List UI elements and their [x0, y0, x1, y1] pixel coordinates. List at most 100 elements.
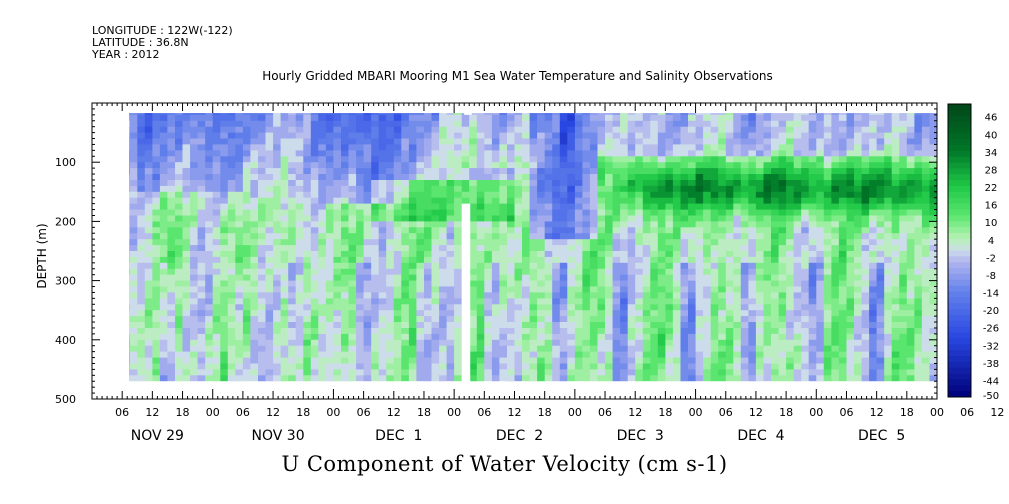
heat-cell — [348, 304, 357, 311]
heat-cell — [242, 363, 251, 370]
heat-cell — [635, 233, 644, 240]
heat-cell — [823, 215, 832, 222]
heat-cell — [325, 304, 334, 311]
heat-cell — [861, 298, 870, 305]
heat-cell — [431, 316, 440, 323]
heat-cell — [393, 227, 402, 234]
heat-cell — [537, 114, 546, 122]
heat-cell — [182, 251, 191, 258]
heat-cell — [657, 339, 666, 347]
heat-cell — [182, 114, 191, 122]
heat-cell — [341, 251, 350, 258]
heat-cell — [620, 120, 629, 128]
heat-cell — [507, 144, 516, 151]
heat-cell — [650, 174, 659, 181]
heat-cell — [341, 375, 350, 382]
heat-cell — [393, 256, 402, 264]
heat-cell — [514, 168, 523, 175]
heat-cell — [190, 174, 199, 181]
heat-cell — [786, 286, 795, 293]
heat-cell — [446, 322, 455, 329]
heat-cell — [227, 262, 236, 270]
heat-cell — [793, 132, 802, 140]
heat-cell — [650, 120, 659, 128]
heat-cell — [589, 369, 598, 376]
heat-cell — [529, 138, 538, 145]
heat-cell — [808, 113, 817, 116]
heat-cell — [137, 197, 146, 205]
heat-cell — [182, 221, 191, 228]
heat-cell — [831, 113, 840, 116]
heat-cell — [514, 328, 523, 335]
heat-cell — [167, 274, 176, 282]
heat-cell — [129, 197, 138, 205]
heat-cell — [431, 351, 440, 359]
heat-cell — [325, 180, 334, 187]
heat-cell — [861, 221, 870, 228]
heat-cell — [250, 316, 259, 323]
heat-cell — [129, 310, 138, 317]
heat-cell — [529, 274, 538, 282]
heat-cell — [378, 363, 387, 370]
heat-cell — [408, 156, 417, 163]
heat-cell — [771, 150, 780, 157]
heat-cell — [771, 191, 780, 199]
heat-cell — [635, 156, 644, 163]
heat-cell — [348, 245, 357, 252]
heat-cell — [288, 274, 297, 282]
heat-cell — [605, 268, 614, 276]
heat-cell — [537, 286, 546, 293]
heat-cell — [771, 233, 780, 240]
heat-cell — [469, 227, 478, 234]
heat-cell — [137, 363, 146, 370]
heat-cell — [197, 363, 206, 370]
heat-cell — [129, 292, 131, 299]
heat-cell — [303, 209, 312, 217]
heat-cell — [393, 215, 402, 222]
heat-cell — [605, 304, 614, 311]
heat-cell — [838, 138, 847, 145]
heat-cell — [280, 227, 289, 234]
heat-cell — [227, 286, 236, 293]
heat-cell — [703, 256, 712, 264]
heat-cell — [220, 256, 229, 264]
heat-cell — [544, 144, 553, 151]
heat-cell — [559, 292, 568, 299]
heat-cell — [378, 339, 387, 347]
heat-cell — [469, 328, 478, 335]
heat-cell — [348, 221, 357, 228]
heat-cell — [333, 357, 342, 365]
heat-cell — [476, 369, 485, 376]
heat-cell — [574, 138, 583, 145]
heat-cell — [288, 120, 297, 128]
heat-cell — [401, 286, 410, 293]
heat-cell — [378, 333, 387, 341]
heat-cell — [514, 113, 523, 116]
heat-cell — [672, 209, 681, 217]
heat-cell — [220, 304, 229, 311]
heat-cell — [582, 215, 591, 222]
heat-cell — [733, 357, 742, 365]
heat-cell — [152, 328, 161, 335]
heat-cell — [635, 322, 644, 329]
heat-cell — [378, 316, 387, 323]
heat-cell — [144, 126, 153, 134]
heat-cell — [431, 114, 440, 122]
heat-cell — [854, 245, 863, 252]
heat-cell — [341, 316, 350, 323]
heat-cell — [265, 339, 274, 347]
heat-cell — [439, 251, 448, 258]
heat-cell — [235, 262, 244, 270]
heat-cell — [393, 239, 402, 246]
heat-cell — [424, 262, 433, 270]
heat-cell — [672, 227, 681, 234]
heat-cell — [567, 328, 576, 335]
heat-cell — [786, 113, 795, 116]
heat-cell — [823, 304, 832, 311]
heat-cell — [688, 333, 697, 341]
heat-cell — [393, 138, 402, 145]
heat-cell — [129, 298, 138, 305]
heat-cell — [657, 369, 666, 376]
heat-cell — [544, 351, 553, 359]
heat-cell — [552, 280, 561, 288]
